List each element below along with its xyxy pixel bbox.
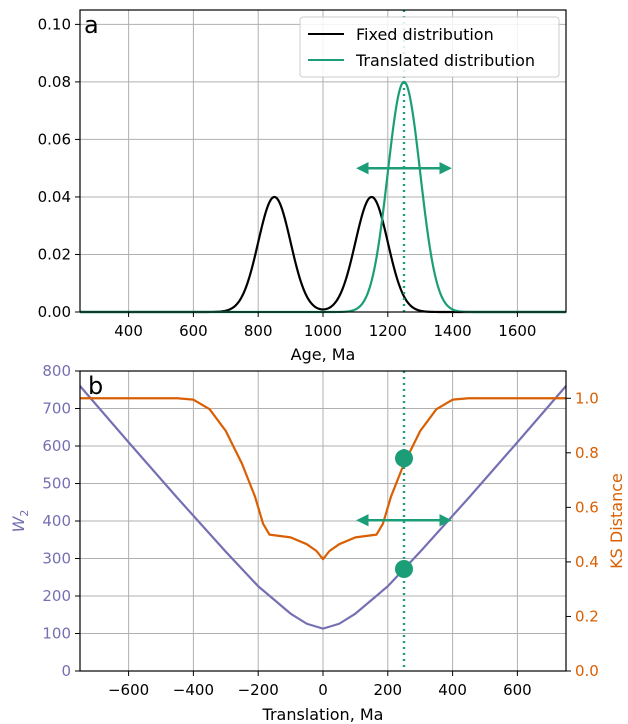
panel-a-ytick-label: 0.02 <box>38 245 71 263</box>
panel-a-xtick-label: 400 <box>114 322 143 340</box>
panel-b-xlabel: Translation, Ma <box>262 705 384 724</box>
panel-b-left-ytick-label: 700 <box>42 400 71 418</box>
panel-b-left-ytick-label: 600 <box>42 437 71 455</box>
panel-b-right-ytick-label: 0.8 <box>575 444 599 462</box>
panel-b-right-y-ticks: 0.0 0.2 0.4 0.6 0.8 1.0 <box>566 389 599 680</box>
left-ylabel-sub: 2 <box>18 510 31 517</box>
legend-box <box>299 16 560 78</box>
panel-b-right-ytick-label: 0.2 <box>575 607 599 625</box>
panel-a-y-ticks: 0.00 0.02 0.04 0.06 0.08 0.10 <box>38 15 80 321</box>
w2-marker-point <box>395 560 413 578</box>
panel-b-right-ytick-label: 1.0 <box>575 389 599 407</box>
panel-b-xtick-label: −200 <box>238 681 279 699</box>
panel-a-ytick-label: 0.00 <box>38 303 71 321</box>
panel-a-xtick-label: 1400 <box>434 322 472 340</box>
panel-b-x-ticks: −600 −400 −200 0 200 400 600 <box>108 671 532 699</box>
panel-b-plot-area <box>79 371 567 671</box>
panel-b-left-ytick-label: 400 <box>42 512 71 530</box>
legend-label-fixed: Fixed distribution <box>356 25 494 44</box>
panel-a: 400 600 800 1000 1200 1400 1600 0.000.020.040.… <box>38 9 567 364</box>
panel-b: −600 −400 −200 0 200 400 600 0 100 200 300 400 500 6… <box>9 362 626 724</box>
panel-b-right-ytick-label: 0.4 <box>575 553 599 571</box>
panel-a-ytick-label: 0.04 <box>38 188 71 206</box>
panel-b-left-ytick-label: 100 <box>42 625 71 643</box>
panel-b-left-ytick-label: 300 <box>42 550 71 568</box>
panel-b-left-ylabel: W2 <box>9 510 31 533</box>
panel-a-ytick-label: 0.08 <box>38 73 71 91</box>
panel-b-xtick-label: 600 <box>503 681 532 699</box>
ks-distance-curve <box>80 397 566 561</box>
panel-b-left-ytick-label: 800 <box>42 362 71 380</box>
legend-label-translated: Translated distribution <box>355 51 535 70</box>
panel-b-left-ytick-label: 0 <box>61 662 71 680</box>
left-ylabel-main: W <box>9 515 28 532</box>
panel-b-xtick-label: −600 <box>108 681 149 699</box>
panel-b-right-ylabel: KS Distance <box>607 473 626 569</box>
ks-marker-point <box>395 449 413 468</box>
panel-a-xtick-label: 1000 <box>304 322 342 340</box>
panel-a-xtick-label: 1200 <box>369 322 407 340</box>
panel-b-xtick-label: 200 <box>373 681 402 699</box>
panel-b-left-y-ticks: 0 100 200 300 400 500 600 700 800 <box>42 362 80 680</box>
panel-a-label: a <box>84 11 99 39</box>
panel-a-ytick-label: 0.06 <box>38 130 71 148</box>
panel-b-xtick-label: 0 <box>318 681 328 699</box>
panel-b-xtick-label: 400 <box>438 681 467 699</box>
panel-b-label: b <box>88 372 103 400</box>
panel-a-x-ticks: 400 600 800 1000 1200 1400 1600 <box>114 312 536 340</box>
panel-b-right-ytick-label: 0.0 <box>575 662 599 680</box>
panel-a-ytick-label: 0.10 <box>38 15 71 33</box>
panel-b-xtick-label: −400 <box>173 681 214 699</box>
panel-b-left-ytick-label: 500 <box>42 475 71 493</box>
panel-a-legend: Fixed distribution Translated distributi… <box>299 16 560 78</box>
panel-a-xtick-label: 1600 <box>498 322 536 340</box>
panel-a-xtick-label: 800 <box>244 322 273 340</box>
panel-b-grid <box>80 370 566 672</box>
panel-b-left-ytick-label: 200 <box>42 587 71 605</box>
panel-b-right-ytick-label: 0.6 <box>575 498 599 516</box>
panel-a-xlabel: Age, Ma <box>291 345 356 364</box>
panel-a-xtick-label: 600 <box>179 322 208 340</box>
